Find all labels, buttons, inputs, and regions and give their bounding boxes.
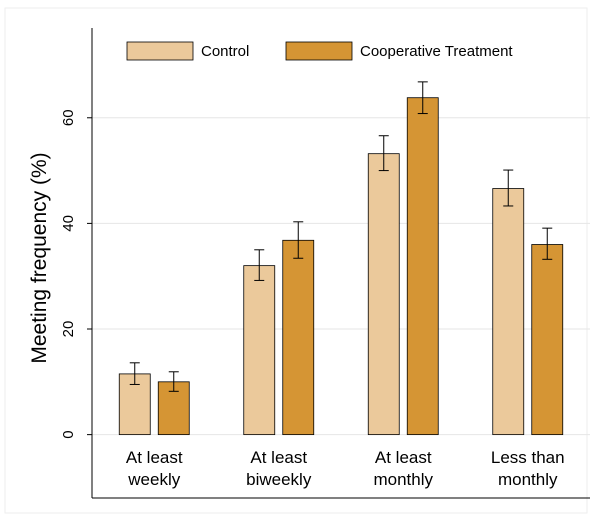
category-label-line: Less than [491,448,565,467]
legend-swatch-control [126,41,194,61]
category-label-line: weekly [127,470,180,489]
category-label-line: biweekly [246,470,312,489]
bar-cooperative-treatment [531,244,564,436]
category-label-line: At least [126,448,183,467]
chart-frame [4,7,588,514]
bar-cooperative-treatment [282,239,315,436]
axes: 0 20 40 60 [60,28,590,499]
category-label: At least monthly [373,448,433,489]
legend: Control Cooperative Treatment [126,41,513,61]
category-label: Less than monthly [491,448,565,489]
legend-swatch-cooperative-treatment [285,41,353,61]
y-tick-label: 60 [60,109,77,126]
legend-label: Cooperative Treatment [360,43,513,60]
category-label-line: monthly [498,470,558,489]
category-label-line: At least [250,448,307,467]
category-labels: At least weekly At least biweekly At least mo… [126,448,565,489]
category-label-line: At least [375,448,432,467]
error-bars [129,81,553,392]
legend-label: Control [201,43,249,60]
y-tick-label: 0 [60,430,77,438]
y-tick-label: 20 [60,321,77,338]
y-tick-label: 40 [60,215,77,232]
y-axis-title: Meeting frequency (%) [28,152,51,363]
category-label-line: monthly [373,470,433,489]
bar-control [492,188,525,436]
category-label: At least biweekly [246,448,312,489]
bars [118,97,564,436]
bar-control [243,265,276,436]
bar-control [367,153,400,436]
bar-cooperative-treatment [406,97,439,436]
category-label: At least weekly [126,448,183,489]
